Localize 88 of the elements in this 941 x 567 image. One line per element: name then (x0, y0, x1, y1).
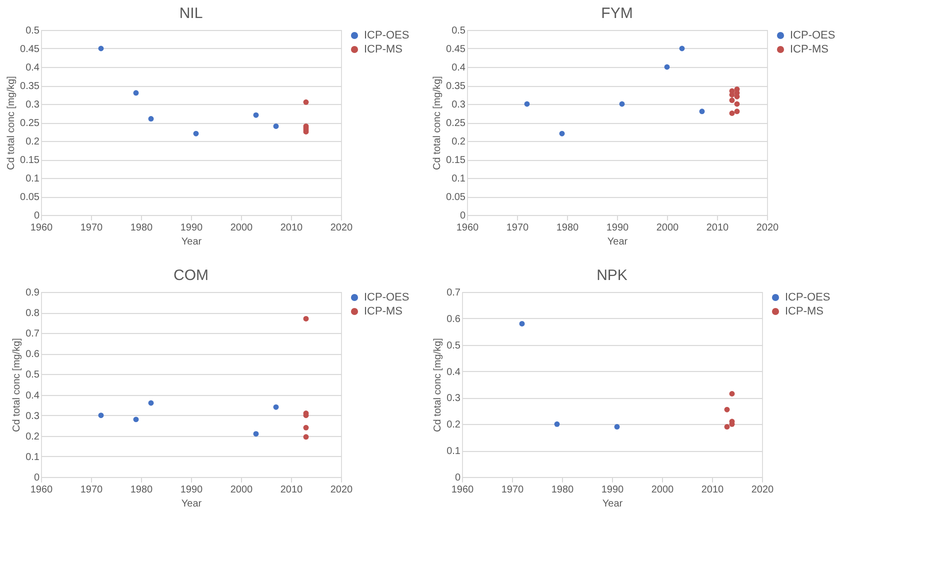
x-tick-label: 1970 (80, 222, 104, 234)
y-tick-label: 0.3 (26, 410, 40, 422)
y-tick-label: 0.9 (26, 288, 40, 298)
legend-label: ICP-OES (364, 30, 410, 42)
y-tick-label: 0.1 (452, 174, 466, 184)
x-tick-label: 1980 (130, 484, 154, 496)
x-tick-label: 1980 (130, 222, 154, 234)
y-tick-label: 0.05 (20, 192, 40, 203)
y-tick-label: 0.05 (446, 192, 466, 203)
y-tick-label: 0.5 (452, 26, 466, 36)
y-tick-label: 0 (460, 210, 466, 222)
y-tick-label: 0.2 (26, 431, 40, 442)
x-tick-label: 2000 (230, 222, 254, 234)
legend-label: ICP-MS (364, 44, 402, 56)
x-tick-label: 1980 (556, 222, 580, 234)
x-tick-label: 2010 (701, 484, 724, 496)
x-axis-title: Year (607, 236, 628, 248)
y-tick-label: 0.2 (452, 136, 466, 148)
x-axis-title: Year (181, 236, 202, 248)
y-tick-label: 0.45 (20, 44, 40, 55)
x-tick-label: 1960 (30, 222, 54, 234)
legend-label: ICP-OES (364, 292, 410, 304)
y-tick-label: 0.25 (446, 118, 466, 129)
y-tick-label: 0.3 (452, 100, 466, 110)
y-tick-label: 0.7 (26, 328, 40, 340)
y-tick-label: 0.15 (20, 155, 40, 166)
y-tick-label: 0.35 (20, 81, 40, 92)
x-tick-label: 1990 (606, 222, 630, 234)
x-tick-label: 1970 (80, 484, 104, 496)
legend-label: ICP-MS (790, 44, 828, 56)
y-tick-label: 0 (34, 210, 40, 222)
x-tick-label: 1960 (451, 484, 474, 496)
chart-title: NPK (596, 267, 628, 284)
x-tick-label: 2020 (751, 484, 774, 496)
y-tick-label: 0.8 (26, 308, 40, 320)
x-tick-label: 2000 (230, 484, 254, 496)
x-tick-label: 1990 (180, 484, 204, 496)
y-axis-title: Cd total conc [mg/kg] (6, 76, 18, 170)
x-tick-label: 2020 (756, 222, 780, 234)
y-tick-label: 0.4 (446, 366, 461, 378)
y-axis-title: Cd total conc [mg/kg] (432, 76, 444, 170)
y-tick-label: 0.2 (26, 136, 40, 148)
y-tick-label: 0.4 (452, 62, 466, 74)
y-axis-title: Cd total conc [mg/kg] (12, 338, 23, 432)
y-tick-label: 0.3 (26, 100, 40, 110)
x-tick-label: 2010 (280, 484, 304, 496)
y-tick-label: 0.2 (446, 420, 461, 431)
x-tick-label: 1990 (601, 484, 624, 496)
y-tick-label: 0.35 (446, 81, 466, 92)
x-tick-label: 1970 (501, 484, 524, 496)
y-tick-label: 0.6 (446, 314, 461, 325)
legend-label: ICP-MS (364, 306, 402, 318)
x-tick-label: 2020 (330, 484, 354, 496)
x-tick-label: 1980 (551, 484, 574, 496)
x-tick-label: 1970 (506, 222, 530, 234)
chart-title: FYM (601, 5, 633, 22)
chart-title: NIL (179, 5, 203, 22)
x-axis-title: Year (181, 498, 202, 510)
x-tick-label: 2000 (656, 222, 680, 234)
x-tick-label: 1990 (180, 222, 204, 234)
y-tick-label: 0.25 (20, 118, 40, 129)
chart-title: COM (174, 267, 208, 284)
y-tick-label: 0.3 (446, 393, 461, 404)
y-tick-label: 0.6 (26, 349, 40, 360)
y-tick-label: 0.45 (446, 44, 466, 55)
y-tick-label: 0.1 (26, 174, 40, 184)
legend-label: ICP-MS (785, 306, 824, 318)
x-tick-label: 1960 (30, 484, 54, 496)
x-axis-title: Year (602, 498, 624, 510)
y-tick-label: 0.7 (446, 288, 461, 298)
y-tick-label: 0.5 (26, 26, 40, 36)
x-tick-label: 2000 (651, 484, 674, 496)
y-tick-label: 0.4 (26, 390, 40, 402)
y-tick-label: 0 (454, 472, 461, 484)
y-axis-title: Cd total conc [mg/kg] (432, 338, 444, 432)
y-tick-label: 0.1 (26, 452, 40, 463)
legend-label: ICP-OES (790, 30, 836, 42)
y-tick-label: 0.4 (26, 62, 40, 74)
y-tick-label: 0.5 (446, 340, 461, 352)
legend-label: ICP-OES (785, 292, 830, 304)
y-tick-label: 0.15 (446, 155, 466, 166)
y-tick-label: 0 (34, 472, 40, 484)
x-tick-label: 1960 (456, 222, 480, 234)
y-tick-label: 0.5 (26, 370, 40, 381)
y-tick-label: 0.1 (446, 446, 461, 458)
x-tick-label: 2020 (330, 222, 354, 234)
x-tick-label: 2010 (280, 222, 304, 234)
x-tick-label: 2010 (706, 222, 730, 234)
